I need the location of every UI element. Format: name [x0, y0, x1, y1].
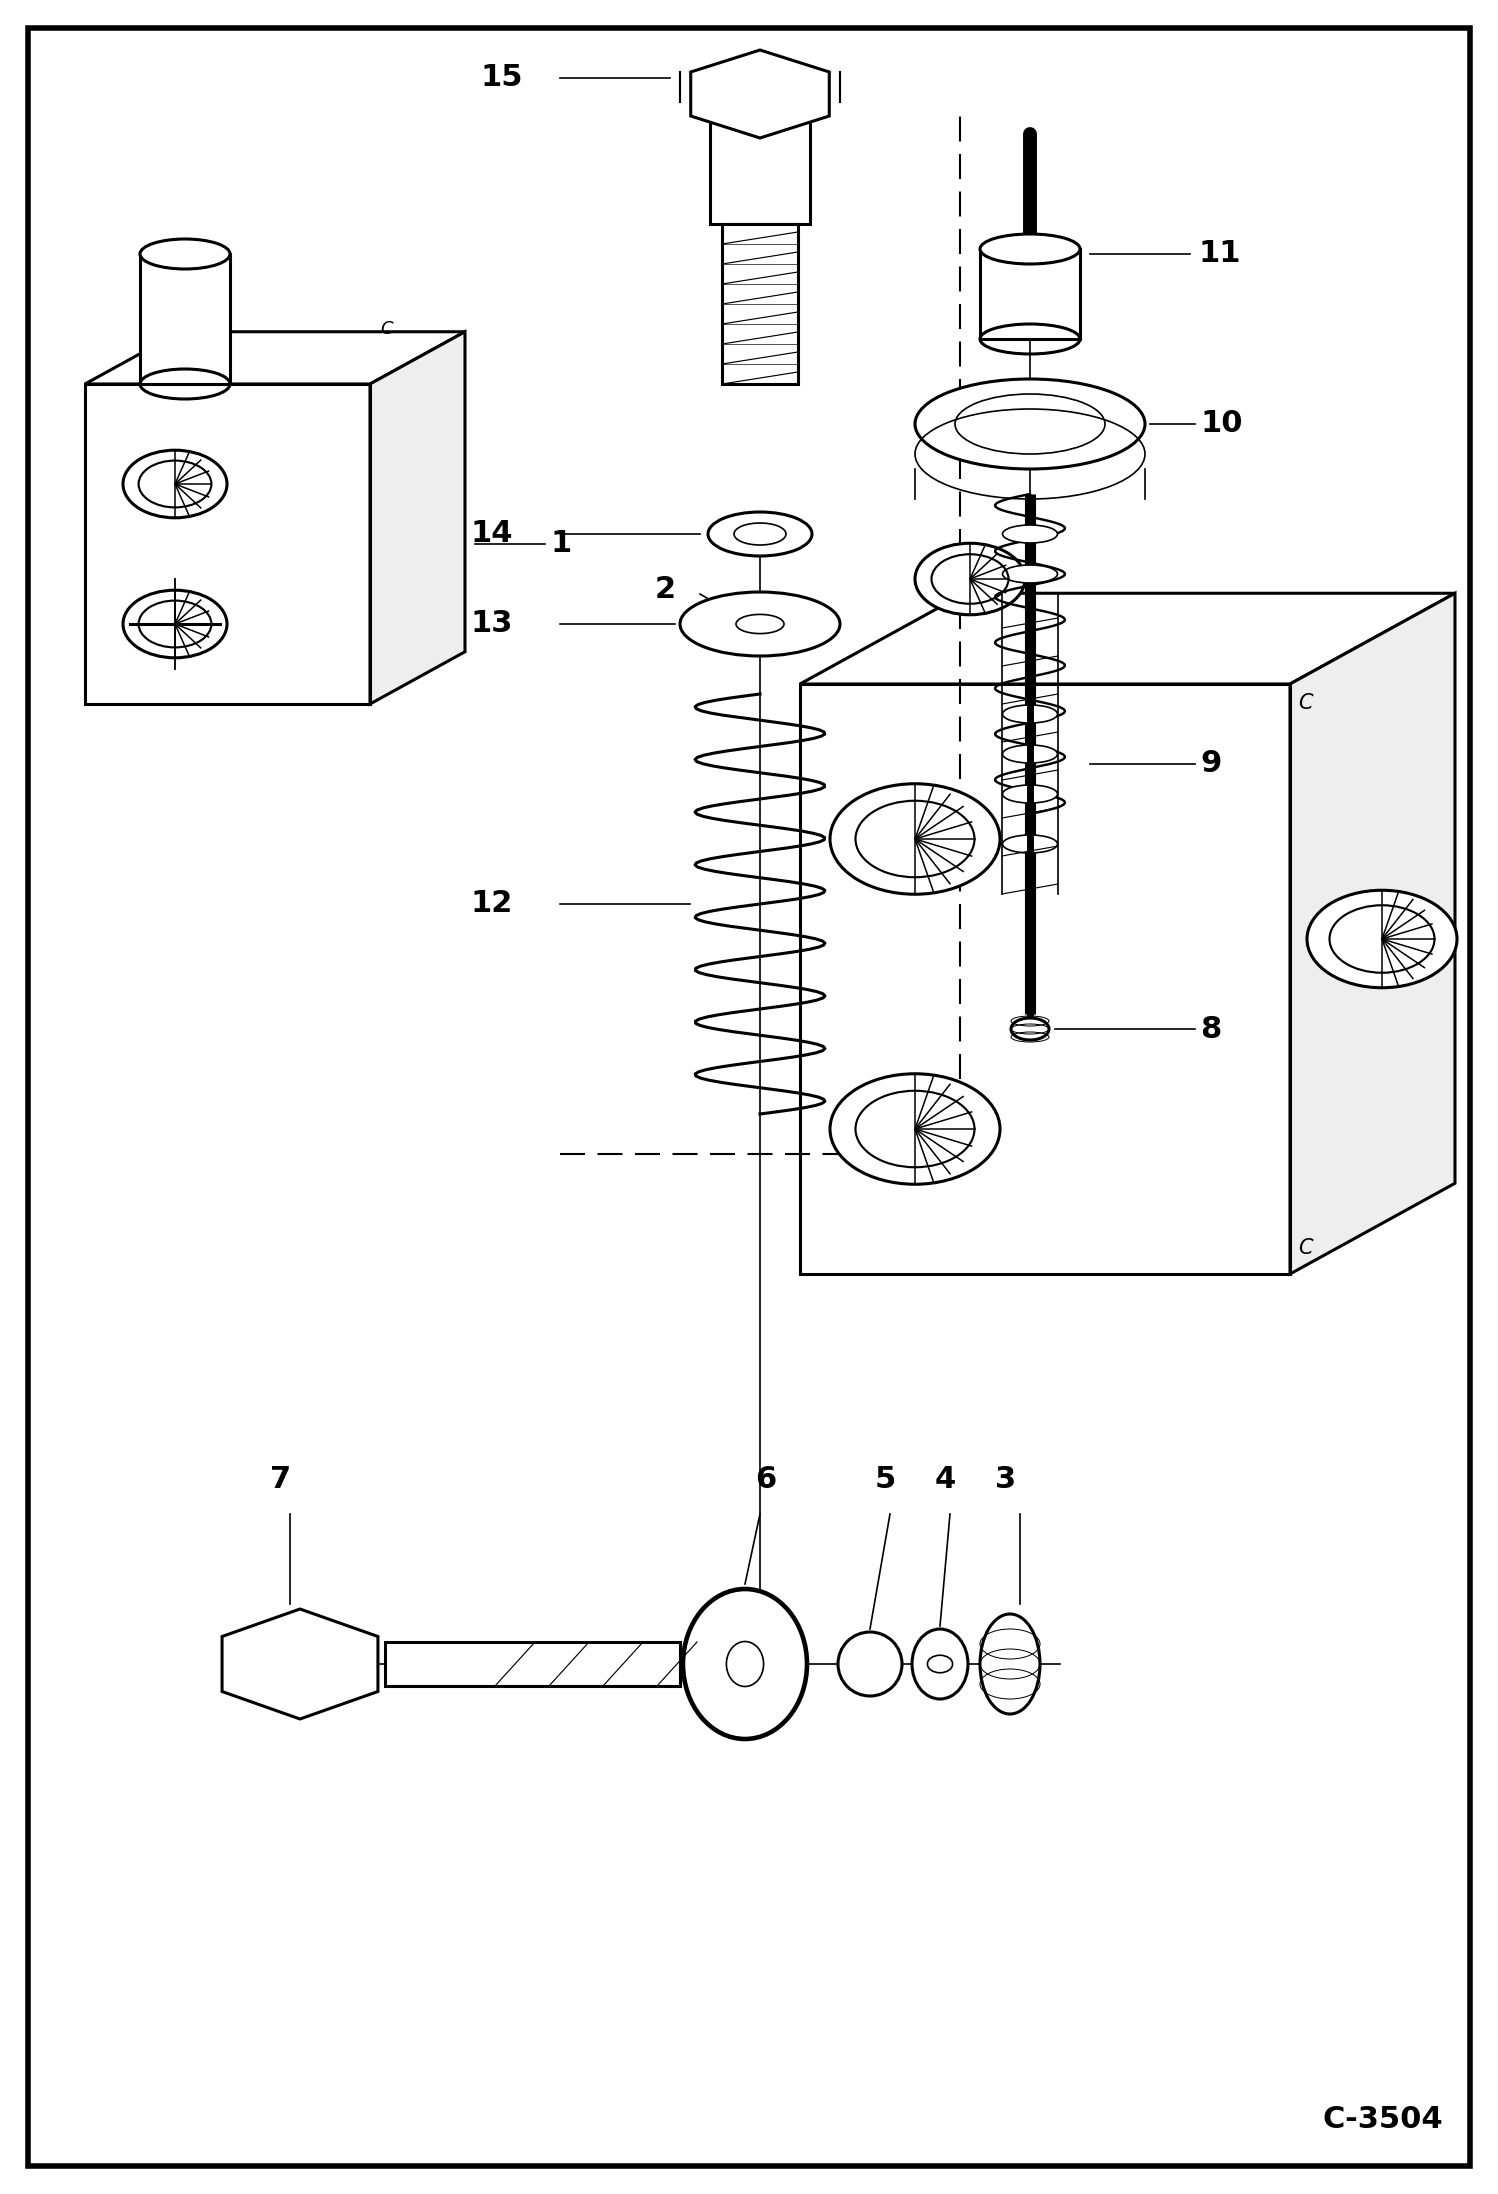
Ellipse shape	[1002, 746, 1058, 764]
Text: 8: 8	[1200, 1014, 1221, 1044]
Ellipse shape	[1002, 785, 1058, 803]
Ellipse shape	[915, 380, 1144, 470]
Circle shape	[837, 1632, 902, 1696]
Ellipse shape	[1002, 704, 1058, 724]
Text: 1: 1	[550, 529, 571, 559]
Ellipse shape	[915, 544, 1025, 614]
Bar	[139, 255, 231, 384]
Text: 13: 13	[470, 610, 512, 638]
Ellipse shape	[123, 450, 228, 518]
Text: 6: 6	[755, 1466, 776, 1494]
Text: C: C	[380, 320, 392, 338]
Text: 7: 7	[270, 1466, 291, 1494]
Ellipse shape	[1002, 524, 1058, 542]
Text: 11: 11	[1198, 239, 1240, 268]
Text: C: C	[1297, 1237, 1312, 1257]
Ellipse shape	[139, 239, 231, 270]
Ellipse shape	[1002, 566, 1058, 584]
Polygon shape	[85, 331, 464, 384]
Ellipse shape	[912, 1628, 968, 1698]
Text: 10: 10	[1200, 410, 1242, 439]
Ellipse shape	[1306, 891, 1458, 987]
Text: 15: 15	[479, 64, 523, 92]
Ellipse shape	[980, 1615, 1040, 1714]
Bar	[722, 224, 798, 384]
Polygon shape	[800, 592, 1455, 685]
Text: 12: 12	[470, 889, 512, 919]
Polygon shape	[1290, 592, 1455, 1275]
Text: 14: 14	[470, 520, 512, 548]
Text: 4: 4	[935, 1466, 956, 1494]
Ellipse shape	[709, 511, 812, 555]
Bar	[385, 1641, 680, 1685]
Text: 5: 5	[875, 1466, 896, 1494]
Text: 2: 2	[655, 575, 676, 603]
Ellipse shape	[123, 590, 228, 658]
Ellipse shape	[683, 1588, 807, 1740]
Ellipse shape	[680, 592, 840, 656]
Text: 3: 3	[995, 1466, 1016, 1494]
Text: C: C	[1297, 693, 1312, 713]
Ellipse shape	[830, 1073, 1001, 1185]
Text: 9: 9	[1200, 750, 1221, 779]
Bar	[710, 94, 810, 224]
Ellipse shape	[980, 235, 1080, 263]
Ellipse shape	[830, 783, 1001, 895]
Ellipse shape	[1002, 836, 1058, 853]
Ellipse shape	[1011, 1018, 1049, 1040]
Polygon shape	[370, 331, 464, 704]
Polygon shape	[222, 1608, 377, 1720]
Ellipse shape	[727, 1641, 764, 1687]
Bar	[980, 248, 1080, 340]
Polygon shape	[691, 50, 830, 138]
Text: C-3504: C-3504	[1323, 2104, 1443, 2135]
